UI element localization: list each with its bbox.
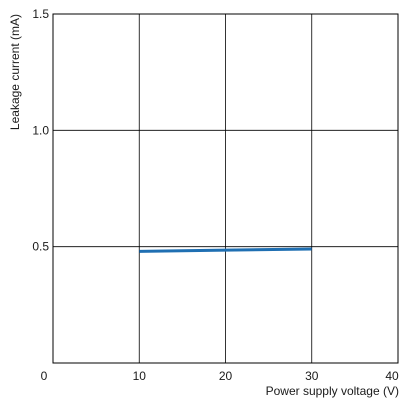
y-tick-labels: 0.5 1.0 1.5 xyxy=(32,7,49,254)
y-tick-label: 1.5 xyxy=(32,7,49,21)
x-tick-label: 0 xyxy=(41,369,48,383)
y-tick-label: 0.5 xyxy=(32,240,49,254)
x-tick-labels: 0 10 20 30 40 xyxy=(41,369,399,383)
series-line xyxy=(139,247,312,253)
grid xyxy=(53,14,398,363)
plot-frame xyxy=(52,13,399,364)
series-layer xyxy=(139,247,312,253)
x-tick-label: 40 xyxy=(385,369,399,383)
x-axis-label: Power supply voltage (V) xyxy=(266,384,399,398)
y-tick-label: 1.0 xyxy=(32,123,49,137)
x-tick-label: 30 xyxy=(305,369,319,383)
x-tick-label: 10 xyxy=(133,369,147,383)
x-tick-label: 20 xyxy=(219,369,233,383)
y-axis-label: Leakage current (mA) xyxy=(8,14,22,130)
